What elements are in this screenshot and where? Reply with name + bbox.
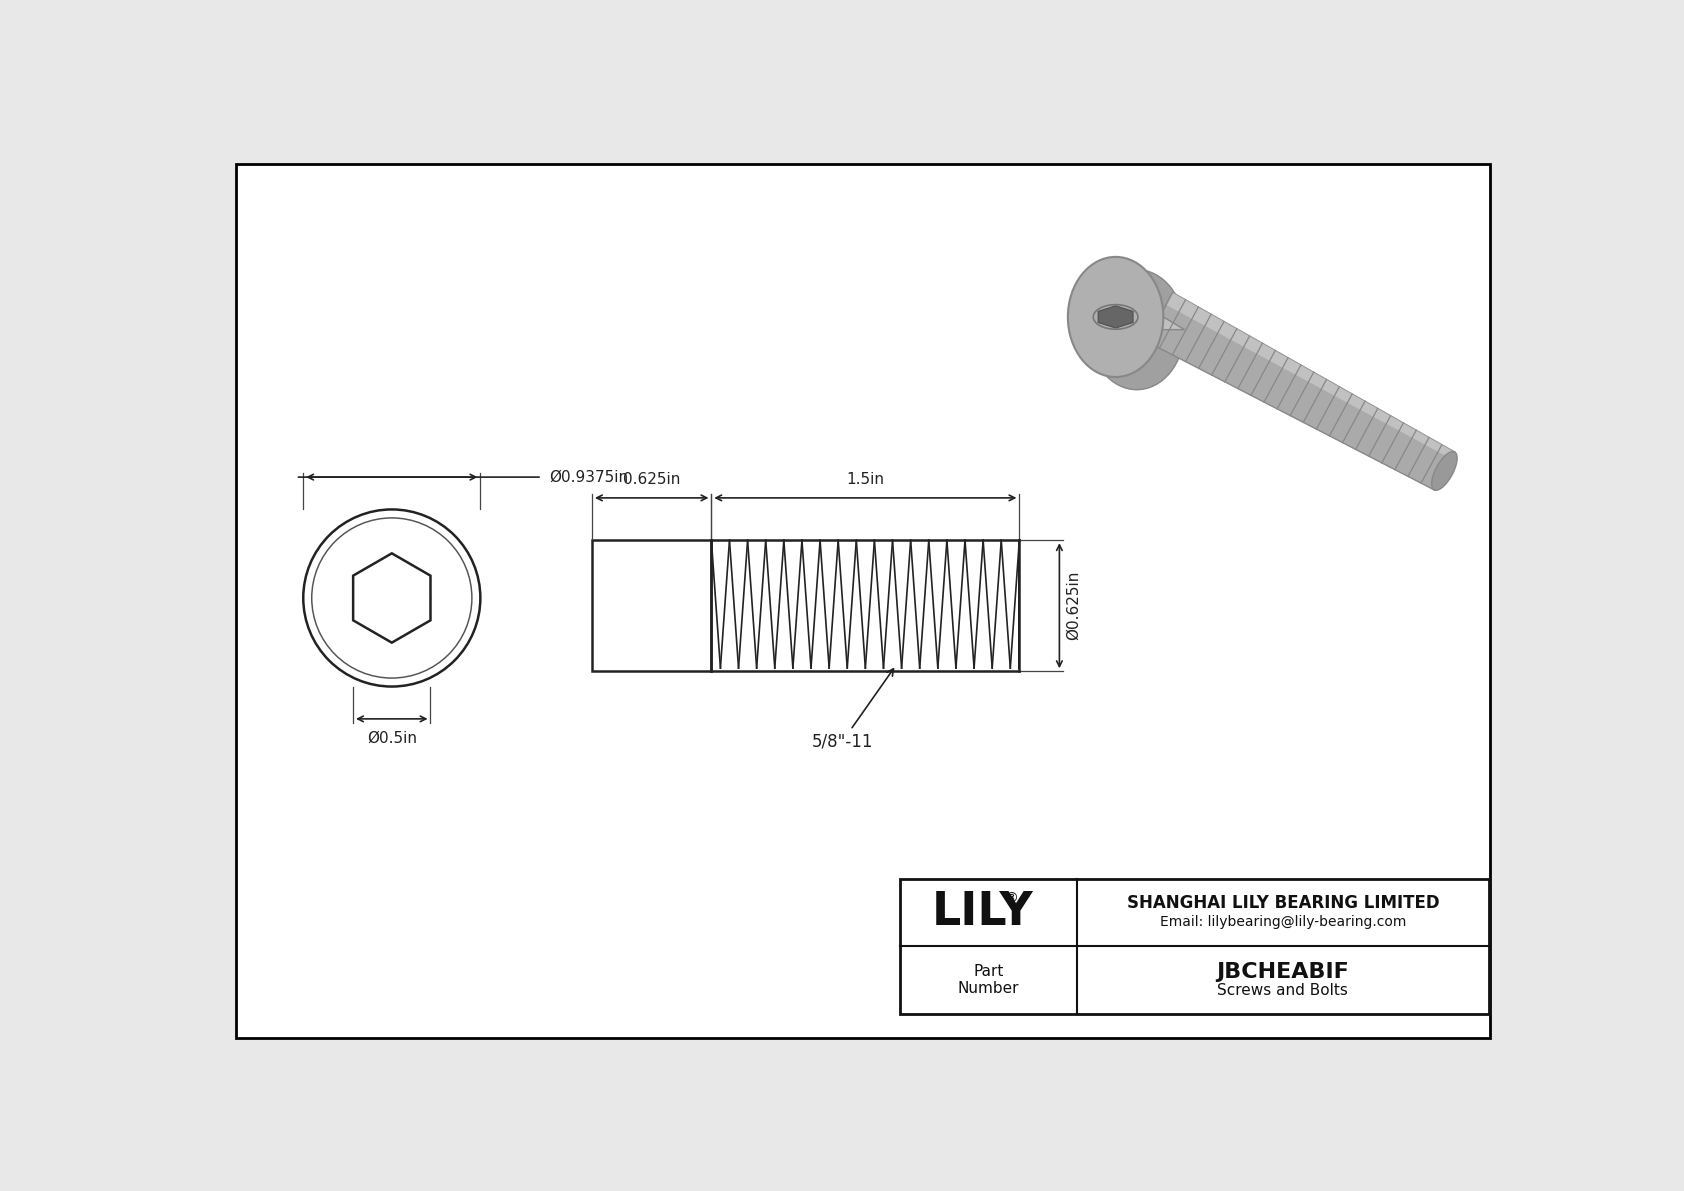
Polygon shape <box>1068 317 1184 330</box>
Text: 5/8"-11: 5/8"-11 <box>812 669 894 750</box>
Polygon shape <box>1098 306 1133 328</box>
Ellipse shape <box>1090 269 1184 389</box>
Text: 1.5in: 1.5in <box>847 472 884 487</box>
Polygon shape <box>1147 293 1455 490</box>
Text: JBCHEABIF: JBCHEABIF <box>1216 961 1349 981</box>
Polygon shape <box>354 554 431 643</box>
Text: 0.625in: 0.625in <box>623 472 680 487</box>
Bar <box>593 541 711 672</box>
Circle shape <box>354 560 431 637</box>
Text: LILY: LILY <box>931 890 1032 935</box>
Polygon shape <box>1165 293 1455 459</box>
Circle shape <box>312 518 472 678</box>
Text: Ø0.9375in: Ø0.9375in <box>549 469 628 485</box>
Text: Screws and Bolts: Screws and Bolts <box>1218 983 1349 998</box>
Ellipse shape <box>1068 257 1164 378</box>
Text: ®: ® <box>1005 892 1019 906</box>
Text: Ø0.5in: Ø0.5in <box>367 730 418 746</box>
Text: Email: lilybearing@lily-bearing.com: Email: lilybearing@lily-bearing.com <box>1160 915 1406 929</box>
Ellipse shape <box>1431 451 1457 491</box>
Text: Part
Number: Part Number <box>958 964 1019 997</box>
Circle shape <box>303 510 480 686</box>
Text: SHANGHAI LILY BEARING LIMITED: SHANGHAI LILY BEARING LIMITED <box>1127 894 1440 912</box>
Bar <box>899 879 1489 1014</box>
Text: Ø0.625in: Ø0.625in <box>1066 570 1081 641</box>
